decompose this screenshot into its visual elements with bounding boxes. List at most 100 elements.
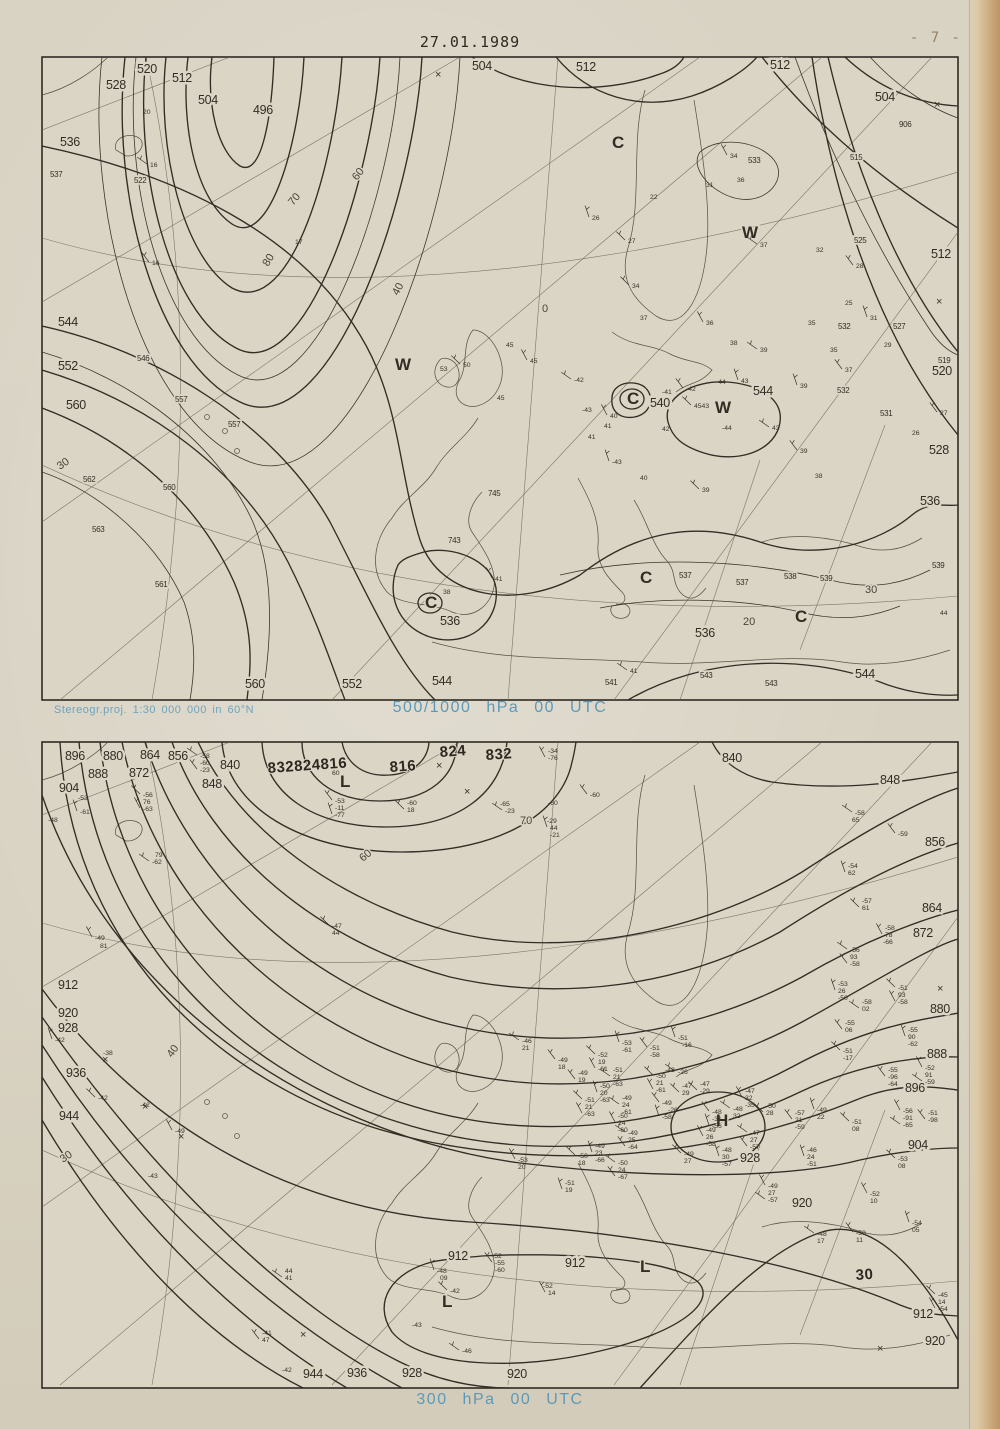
- station-value: -96: [888, 1074, 898, 1081]
- station-value: -51: [898, 985, 908, 992]
- wind-barb: [654, 1104, 660, 1117]
- station-value: -55: [495, 1260, 505, 1267]
- wind-barb: [395, 799, 405, 810]
- wind-barb: [521, 349, 528, 361]
- cross-mark: ×: [300, 1329, 306, 1341]
- cross-mark: ×: [934, 99, 940, 111]
- station-value: -53: [838, 981, 848, 988]
- wind-barb: [484, 1252, 493, 1263]
- isohypses-300hpa: [42, 742, 958, 1388]
- station-value: 17: [295, 239, 303, 246]
- station-value: -26: [678, 1069, 688, 1076]
- contour-label: 544: [855, 667, 875, 681]
- wind-barb: [831, 1040, 841, 1051]
- station-value: -57: [768, 1197, 778, 1204]
- station-value: -58: [650, 1052, 660, 1059]
- station-value: -49: [628, 1130, 638, 1137]
- map1-title: 500/1000 hPa 00 UTC: [392, 699, 608, 716]
- station-value: 31: [706, 182, 714, 189]
- wind-barb: [894, 1099, 901, 1111]
- station-value: -58: [850, 961, 860, 968]
- station-value: -57: [722, 1161, 732, 1168]
- contour-label: 533: [748, 156, 761, 165]
- station-value: 39: [800, 383, 808, 390]
- station-value: -48: [48, 817, 58, 824]
- contour-label: 532: [837, 386, 850, 395]
- station-value: -53: [898, 1156, 908, 1163]
- station-value: 27: [750, 1137, 758, 1144]
- center-circle: [417, 592, 443, 614]
- contour-label: 504: [198, 93, 218, 107]
- contour-label: 504: [875, 90, 895, 104]
- contour-label: 880: [103, 749, 123, 763]
- wind-barb: [86, 1087, 96, 1098]
- wind-barb: [620, 275, 630, 286]
- cross-mark: ×: [937, 983, 943, 995]
- station-value: 81: [100, 943, 108, 950]
- station-value: -58: [706, 1141, 716, 1148]
- station-value: -51: [928, 1110, 938, 1117]
- station-value: -17: [843, 1055, 853, 1062]
- station-value: -42: [98, 1095, 108, 1102]
- station-value: 16: [152, 260, 160, 267]
- contour-label: 896: [905, 1081, 925, 1095]
- station-value: -56: [712, 1123, 722, 1130]
- wind-barb: [840, 1111, 850, 1122]
- wind-barb: [509, 1148, 516, 1160]
- wind-barb: [834, 359, 843, 370]
- wind-barb: [539, 1281, 546, 1293]
- wind-barb: [614, 1123, 626, 1133]
- station-value: 02: [862, 1006, 870, 1013]
- wind-barb: [830, 978, 836, 991]
- station-value: -61: [656, 1087, 666, 1094]
- contour-label: 557: [228, 420, 241, 429]
- station-value: -61: [80, 809, 90, 816]
- cross-mark: ×: [436, 760, 442, 772]
- station-value: 21: [585, 1104, 593, 1111]
- contour-label: 906: [899, 120, 912, 129]
- contour-label: 920: [792, 1196, 812, 1210]
- station-value: -58: [898, 999, 908, 1006]
- contour-label: 912: [58, 978, 78, 992]
- station-value: -51: [613, 1067, 623, 1074]
- station-value: 21: [613, 1074, 621, 1081]
- station-value: 93: [898, 992, 906, 999]
- station-value: 19: [565, 1187, 573, 1194]
- station-value: 26: [838, 988, 846, 995]
- pressure-center-L: L: [640, 1257, 650, 1276]
- contour-label: 936: [66, 1066, 86, 1080]
- station-value: 38: [443, 589, 451, 596]
- station-value: -53: [518, 1157, 528, 1164]
- station-value: 44: [940, 610, 948, 617]
- station-value: 26: [706, 1134, 714, 1141]
- station-value: -49: [95, 935, 105, 942]
- station-value: -55: [908, 1027, 918, 1034]
- station-value: -49: [817, 1107, 827, 1114]
- station-value: 34: [632, 283, 640, 290]
- contour-label: 539: [820, 574, 833, 583]
- station-value: -52: [492, 1253, 502, 1260]
- contour-label: 848: [880, 773, 900, 787]
- contour-label: 745: [488, 489, 501, 498]
- contour-label: 928: [402, 1366, 422, 1380]
- station-value: -49: [595, 1143, 605, 1150]
- station-value: 32: [816, 247, 824, 254]
- pressure-center-W: W: [395, 355, 412, 374]
- pressure-center-C: C: [425, 593, 437, 612]
- station-value: -44: [716, 379, 726, 386]
- station-value: 20: [518, 1164, 526, 1171]
- station-value: -50: [578, 1153, 588, 1160]
- wind-barb: [560, 370, 572, 380]
- station-value: -21: [550, 832, 560, 839]
- station-value: -76: [548, 755, 558, 762]
- wind-barb: [607, 1166, 616, 1177]
- wind-barb: [809, 1097, 815, 1110]
- contour-label: 936: [347, 1366, 367, 1380]
- station-value: -77: [335, 812, 345, 819]
- station-value: 38: [730, 340, 738, 347]
- station-value: -54: [938, 1306, 948, 1313]
- station-value: -48: [733, 1106, 743, 1113]
- page-date: 27.01.1989: [419, 33, 521, 51]
- station-value: -23: [200, 767, 210, 774]
- wind-barb: [670, 1082, 680, 1093]
